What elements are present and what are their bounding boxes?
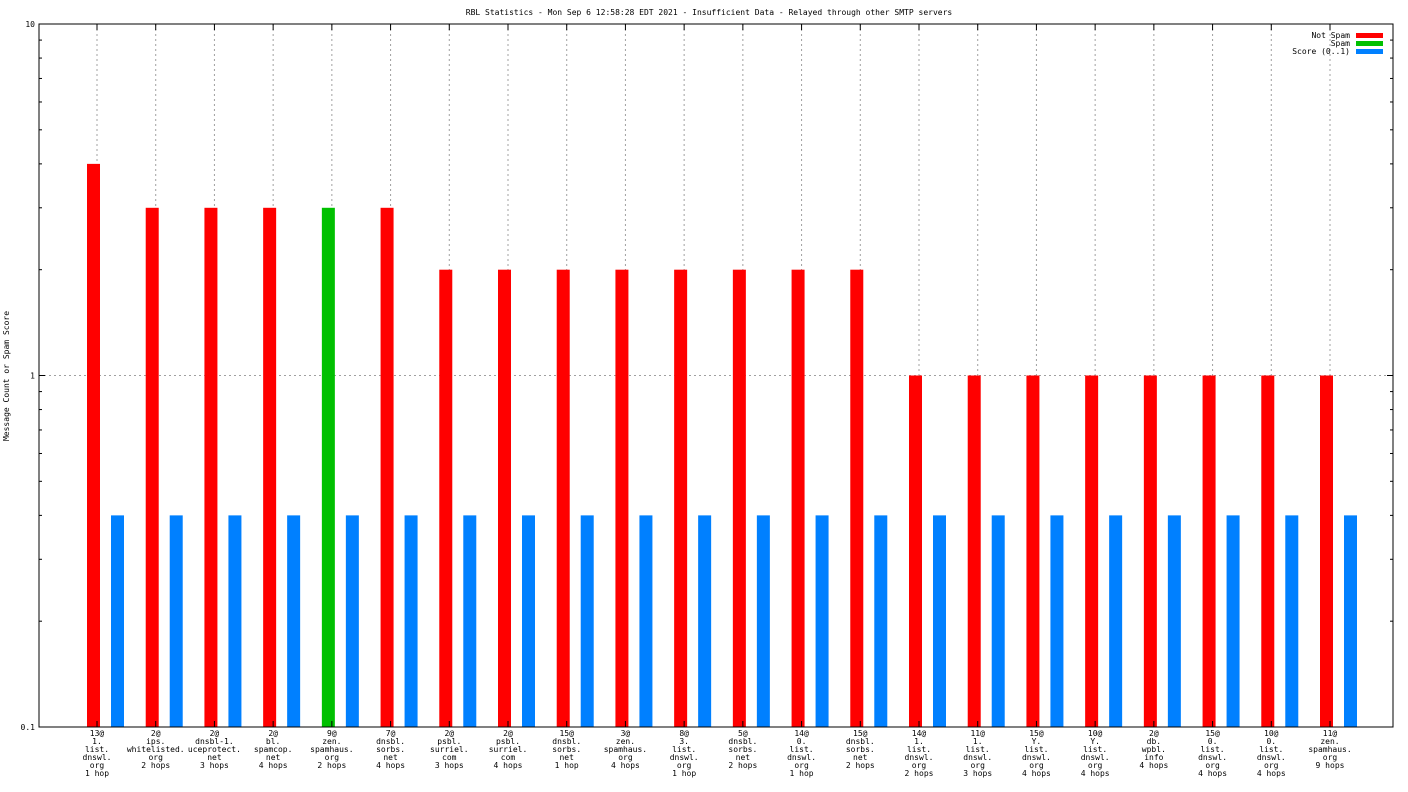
score-bar [1050, 515, 1064, 727]
chart-title: RBL Statistics - Mon Sep 6 12:58:28 EDT … [466, 8, 953, 17]
score-bar [874, 515, 888, 727]
not-spam-bar [1085, 375, 1099, 727]
score-bar [287, 515, 301, 727]
legend-label: Spam [1331, 39, 1350, 48]
not-spam-bar [732, 269, 746, 727]
y-tick-label: 1 [30, 372, 35, 381]
x-tick-label: 14@ 0. list. dnswl. org 1 hop [787, 729, 816, 778]
score-bar [1109, 515, 1123, 727]
score-bar [815, 515, 829, 727]
x-tick-label: 15@ dnsbl. sorbs. net 2 hops [846, 729, 875, 770]
x-tick-label: 2@ psbl. surriel. com 4 hops [489, 729, 528, 770]
x-tick-label: 10@ Y. list. dnswl. org 4 hops [1081, 729, 1110, 778]
score-bar [111, 515, 124, 727]
x-tick-label: 15@ 0. list. dnswl. org 4 hops [1198, 729, 1227, 778]
axis-labels: 10 1 0.1 13@ 1. list. dnswl. org 1 hop 2@ ips. whit… [21, 20, 1352, 778]
x-tick-label: 11@ zen. spamhaus. org 9 hops [1308, 729, 1351, 770]
score-bar [756, 515, 770, 727]
not-spam-bar [909, 375, 922, 727]
score-bar [991, 515, 1005, 727]
x-tick-label: 8@ 3. list. dnswl. org 1 hop [670, 729, 699, 778]
not-spam-bar [263, 207, 277, 728]
x-tick-label: 2@ db. wpbl. info 4 hops [1139, 729, 1168, 770]
score-bar [698, 515, 712, 727]
x-tick-label: 5@ dnsbl. sorbs. net 2 hops [728, 729, 757, 770]
not-spam-bar [850, 269, 864, 727]
x-tick-label: 2@ dnsbl-1. uceprotect. net 3 hops [188, 729, 241, 770]
score-bar [639, 515, 653, 727]
x-tick-label: 2@ ips. whitelisted. org 2 hops [127, 729, 185, 770]
score-bar [1285, 515, 1299, 727]
x-tick-label: 10@ 0. list. dnswl. org 4 hops [1257, 729, 1286, 778]
x-tick-label: 15@ Y. list. dnswl. org 4 hops [1022, 729, 1051, 778]
score-bar [404, 515, 418, 727]
x-tick-label: 2@ bl. spamcop. net 4 hops [254, 729, 293, 770]
x-tick-label: 9@ zen. spamhaus. org 2 hops [310, 729, 353, 770]
score-bar [345, 515, 359, 727]
score-bar [580, 515, 594, 727]
score-bar [522, 515, 535, 727]
x-tick-label: 13@ 1. list. dnswl. org 1 hop [83, 729, 112, 778]
axis-ticks [39, 23, 1393, 728]
not-spam-bar [791, 269, 805, 727]
legend-swatch [1356, 41, 1383, 46]
legend-label: Not Spam [1311, 31, 1350, 40]
not-spam-bar [556, 269, 570, 727]
not-spam-bar [145, 207, 159, 728]
x-tick-label: 11@ 1. list. dnswl. org 3 hops [963, 729, 992, 778]
x-tick-label: 15@ dnsbl. sorbs. net 1 hop [552, 729, 581, 770]
legend-label: Score (0..1) [1292, 47, 1350, 56]
score-bar [463, 515, 477, 727]
y-axis-label: Message Count or Spam Score [2, 311, 11, 441]
x-tick-label: 3@ zen. spamhaus. org 4 hops [604, 729, 647, 770]
not-spam-bar [380, 207, 394, 728]
not-spam-bar [498, 269, 511, 727]
not-spam-bar [615, 269, 629, 727]
score-bar [1226, 515, 1240, 727]
y-tick-label: 10 [25, 20, 35, 29]
x-tick-label: 7@ dnsbl. sorbs. net 4 hops [376, 729, 405, 770]
not-spam-bar [1320, 375, 1333, 727]
not-spam-bar [674, 269, 688, 727]
spam-bar [321, 207, 335, 728]
not-spam-bar [967, 375, 981, 727]
score-bar [228, 515, 242, 727]
not-spam-bar [1202, 375, 1216, 727]
not-spam-bar [1143, 375, 1157, 727]
score-bar [1167, 515, 1181, 727]
score-bar [933, 515, 946, 727]
not-spam-bar [87, 163, 100, 727]
legend-swatch [1356, 33, 1383, 38]
not-spam-bar [1261, 375, 1275, 727]
legend-swatch [1356, 49, 1383, 54]
not-spam-bar [204, 207, 218, 728]
y-tick-label: 0.1 [21, 723, 36, 732]
x-tick-label: 14@ 1. list. dnswl. org 2 hops [905, 729, 934, 778]
bars [87, 163, 1357, 728]
score-bar [169, 515, 183, 727]
not-spam-bar [1026, 375, 1040, 727]
not-spam-bar [439, 269, 453, 727]
x-tick-label: 2@ psbl. surriel. com 3 hops [430, 729, 469, 770]
score-bar [1344, 515, 1357, 727]
